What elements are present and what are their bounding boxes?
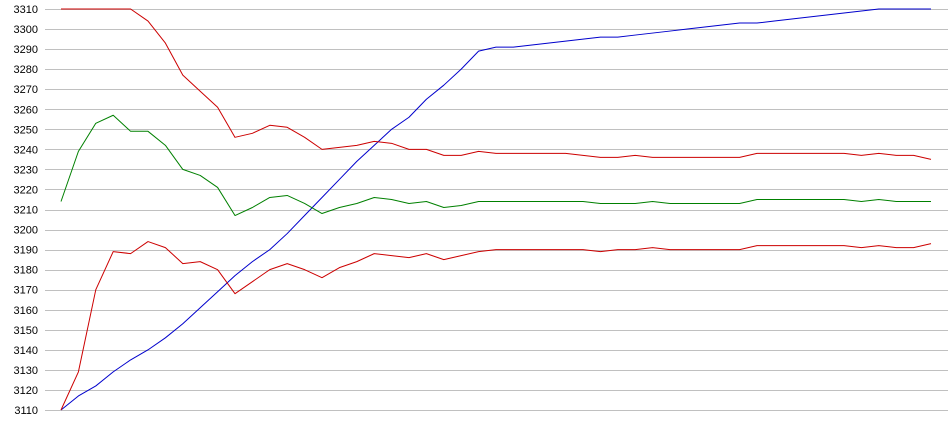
y-tick-label-3110: 3110 <box>14 405 38 417</box>
y-tick-label-3270: 3270 <box>14 84 38 96</box>
y-tick-label-3220: 3220 <box>14 184 38 196</box>
y-tick-label-3170: 3170 <box>14 285 38 297</box>
y-tick-label-3300: 3300 <box>14 24 38 36</box>
y-tick-label-3160: 3160 <box>14 305 38 317</box>
series-line-4 <box>60 241 932 411</box>
grid-lines <box>45 9 948 411</box>
y-tick-label-3230: 3230 <box>14 164 38 176</box>
y-tick-label-3120: 3120 <box>14 385 38 397</box>
series-lines <box>60 8 932 411</box>
y-tick-label-3130: 3130 <box>14 365 38 377</box>
y-tick-label-3290: 3290 <box>14 44 38 56</box>
series-line-3 <box>60 114 931 217</box>
y-tick-label-3260: 3260 <box>14 104 38 116</box>
y-tick-label-3190: 3190 <box>14 245 38 257</box>
y-tick-label-3310: 3310 <box>14 4 38 16</box>
y-tick-label-3150: 3150 <box>14 325 38 337</box>
y-axis-tick-labels: 3110 3120 3130 3140 3150 3160 3170 3180 3190 3200… <box>14 4 38 417</box>
y-tick-label-3200: 3200 <box>14 225 38 237</box>
y-tick-label-3240: 3240 <box>14 144 38 156</box>
y-tick-label-3250: 3250 <box>14 124 38 136</box>
series-line-1 <box>60 8 931 411</box>
y-tick-label-3280: 3280 <box>14 64 38 76</box>
y-tick-label-3210: 3210 <box>14 205 38 217</box>
series-line-2 <box>61 8 932 160</box>
y-tick-label-3180: 3180 <box>14 265 38 277</box>
y-tick-label-3140: 3140 <box>14 345 38 357</box>
